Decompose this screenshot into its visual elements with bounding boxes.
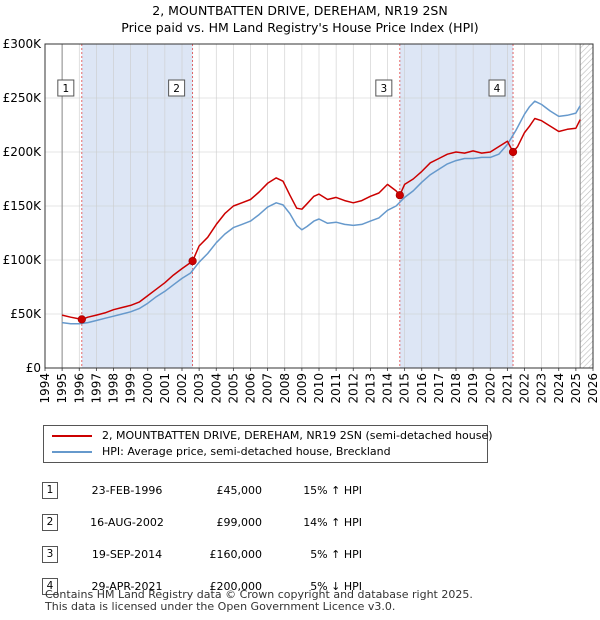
x-tick-label: 2019 xyxy=(466,373,480,404)
sale-row: 1 23-FEB-1996 £45,000 15% ↑ HPI xyxy=(42,474,362,506)
x-tick-label: 2000 xyxy=(141,373,155,404)
y-tick-label: £150K xyxy=(3,199,43,213)
x-tick-label: 2024 xyxy=(552,373,566,404)
legend-label-property: 2, MOUNTBATTEN DRIVE, DEREHAM, NR19 2SN … xyxy=(102,429,493,442)
legend-swatch-hpi xyxy=(52,451,92,453)
x-tick-label: 2023 xyxy=(535,373,549,404)
sale-number-badge: 1 xyxy=(42,481,58,499)
x-tick-label: 2012 xyxy=(346,373,360,404)
legend-swatch-property xyxy=(52,435,92,437)
y-tick-label: £50K xyxy=(10,307,42,321)
sale-marker-label: 3 xyxy=(380,83,387,95)
x-tick-label: 1997 xyxy=(89,373,103,404)
sale-hpi-diff: 5% ↑ HPI xyxy=(310,547,362,561)
legend-item-property: 2, MOUNTBATTEN DRIVE, DEREHAM, NR19 2SN … xyxy=(52,428,493,444)
series-line-property xyxy=(61,117,581,321)
sale-number-badge: 3 xyxy=(42,545,58,563)
legend-item-hpi: HPI: Average price, semi-detached house,… xyxy=(52,444,391,460)
y-tick-label: £250K xyxy=(3,91,43,105)
x-tick-label: 1998 xyxy=(107,373,121,404)
y-tick-label: £100K xyxy=(3,253,43,267)
chart-subtitle: Price paid vs. HM Land Registry's House … xyxy=(121,20,479,35)
legend: 2, MOUNTBATTEN DRIVE, DEREHAM, NR19 2SN … xyxy=(43,425,493,463)
x-tick-label: 2008 xyxy=(278,373,292,404)
sale-point xyxy=(188,256,197,266)
x-tick-label: 2020 xyxy=(483,373,497,404)
x-tick-label: 2018 xyxy=(449,373,463,404)
x-tick-label: 2001 xyxy=(158,373,172,404)
x-tick-label: 1999 xyxy=(124,373,138,404)
x-tick-label: 2016 xyxy=(415,373,429,404)
sale-num-cell: 3 xyxy=(42,538,87,570)
price-chart: 1 2 3 4 £0 £50K £100K £150K £200K £250K £300K 1994… xyxy=(3,37,600,404)
x-tick-label: 2013 xyxy=(363,373,377,404)
sale-point xyxy=(395,191,404,200)
chart-title-block: 2, MOUNTBATTEN DRIVE, DEREHAM, NR19 2SN … xyxy=(0,2,600,36)
x-tick-label: 2003 xyxy=(192,373,206,404)
sale-price: £99,000 xyxy=(216,515,263,529)
sale-row: 4 29-APR-2021 £200,000 5% ↓ HPI xyxy=(42,570,362,602)
sale-num-cell: 2 xyxy=(42,506,87,538)
sale-marker-label: 4 xyxy=(494,83,501,95)
x-tick-label: 2026 xyxy=(586,373,600,404)
sale-marker-label: 2 xyxy=(173,83,180,95)
sale-date: 16-AUG-2002 xyxy=(90,515,164,529)
x-tick-label: 2007 xyxy=(261,373,275,404)
y-tick-label: £300K xyxy=(3,37,43,51)
sale-hpi-diff: 14% ↑ HPI xyxy=(303,515,362,529)
sale-num-cell: 4 xyxy=(42,570,87,602)
sale-date: 23-FEB-1996 xyxy=(91,483,163,497)
chart-title: 2, MOUNTBATTEN DRIVE, DEREHAM, NR19 2SN xyxy=(152,3,448,18)
y-tick-label: £0 xyxy=(26,361,41,375)
x-tick-label: 2010 xyxy=(312,373,326,404)
sale-price: £200,000 xyxy=(209,579,263,593)
x-tick-label: 2022 xyxy=(518,373,532,404)
x-tick-label: 2014 xyxy=(381,373,395,404)
sale-price: £160,000 xyxy=(209,547,263,561)
sale-hpi-diff: 5% ↓ HPI xyxy=(310,579,362,593)
x-tick-label: 1995 xyxy=(55,373,69,404)
x-tick-label: 2005 xyxy=(226,373,240,404)
sale-row: 3 19-SEP-2014 £160,000 5% ↑ HPI xyxy=(42,538,362,570)
x-tick-label: 2025 xyxy=(569,373,583,404)
sale-marker-box xyxy=(375,79,393,97)
sale-date: 19-SEP-2014 xyxy=(91,547,163,561)
series-line-hpi xyxy=(62,100,581,325)
sale-point xyxy=(77,315,86,324)
sale-num-cell: 1 xyxy=(42,474,87,506)
sale-price: £45,000 xyxy=(216,483,263,497)
x-tick-label: 1996 xyxy=(72,373,86,404)
x-tick-label: 2011 xyxy=(329,373,343,404)
legend-label-hpi: HPI: Average price, semi-detached house,… xyxy=(102,445,391,458)
footer: Contains HM Land Registry data © Crown c… xyxy=(45,589,473,613)
x-tick-label: 2017 xyxy=(432,373,446,404)
sale-marker-label: 1 xyxy=(62,83,69,95)
sales-table: 1 23-FEB-1996 £45,000 15% ↑ HPI 2 16-AUG-2002… xyxy=(42,474,362,602)
sale-number-badge: 4 xyxy=(42,577,58,595)
sale-row: 2 16-AUG-2002 £99,000 14% ↑ HPI xyxy=(42,506,362,538)
x-tick-label: 2002 xyxy=(175,373,189,404)
y-tick-label: £200K xyxy=(3,145,43,159)
sale-number-badge: 2 xyxy=(42,513,58,531)
footer-licence: This data is licensed under the Open Gov… xyxy=(45,600,396,613)
sale-hpi-diff: 15% ↑ HPI xyxy=(303,483,362,497)
x-tick-label: 2006 xyxy=(244,373,258,404)
sale-marker-box xyxy=(57,79,75,97)
x-tick-label: 1994 xyxy=(38,373,52,404)
footer-copyright: Contains HM Land Registry data © Crown c… xyxy=(45,588,473,601)
x-tick-label: 2015 xyxy=(398,373,412,404)
sale-date: 29-APR-2021 xyxy=(91,579,163,593)
sale-marker-box xyxy=(168,79,186,97)
sale-marker-box xyxy=(488,79,506,97)
x-tick-label: 2009 xyxy=(295,373,309,404)
sale-point xyxy=(508,147,518,157)
x-tick-label: 2004 xyxy=(209,373,223,404)
x-tick-label: 2021 xyxy=(500,373,514,404)
